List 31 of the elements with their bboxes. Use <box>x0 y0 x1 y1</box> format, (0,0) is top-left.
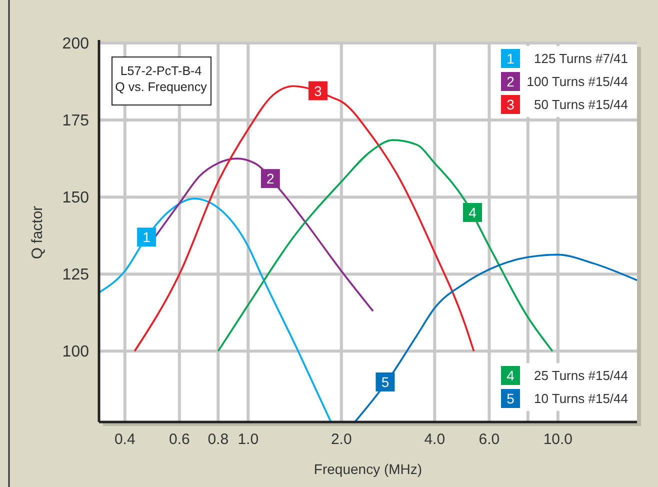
x-tick-label: 10.0 <box>543 431 573 448</box>
y-tick-label: 200 <box>62 36 90 53</box>
x-tick-label: 1.0 <box>238 431 259 448</box>
text: 3 <box>506 96 514 113</box>
y-tick-label: 100 <box>62 344 90 361</box>
x-tick-label: 6.0 <box>478 431 500 448</box>
x-tick-label: 4.0 <box>424 431 446 448</box>
y-tick-label: 125 <box>62 266 90 284</box>
annotation: 5 <box>381 374 390 390</box>
annotation: 3 <box>314 82 322 99</box>
legend-label: 10 Turns #15/44 <box>534 391 628 406</box>
annotation: 1 <box>142 229 151 246</box>
x-tick-label: 0.6 <box>169 431 190 448</box>
legend-label: 25 Turns #15/44 <box>534 368 628 384</box>
y-tick-label: 150 <box>62 190 90 207</box>
x-tick-label: 2.0 <box>330 431 352 448</box>
text: 1 <box>506 50 514 67</box>
text: L57-2-PcT-B-4 Q vs. Frequency <box>115 64 208 94</box>
legend-label: 125 Turns #7/41 <box>534 51 628 66</box>
x-axis-title: Frequency (MHz) <box>314 461 422 477</box>
x-tick-label: 0.4 <box>114 431 136 448</box>
legend-label: 50 Turns #15/44 <box>534 97 628 112</box>
y-tick-label: 175 <box>62 112 90 130</box>
legend-label: 100 Turns #15/44 <box>526 74 628 90</box>
text: 2 <box>506 74 514 90</box>
x-tick-label: 0.8 <box>208 431 229 448</box>
text: 4 <box>506 368 514 384</box>
text: 5 <box>506 390 514 407</box>
annotation: 4 <box>468 204 477 221</box>
annotation: 2 <box>266 170 275 187</box>
y-axis-title: Q factor <box>29 206 46 260</box>
